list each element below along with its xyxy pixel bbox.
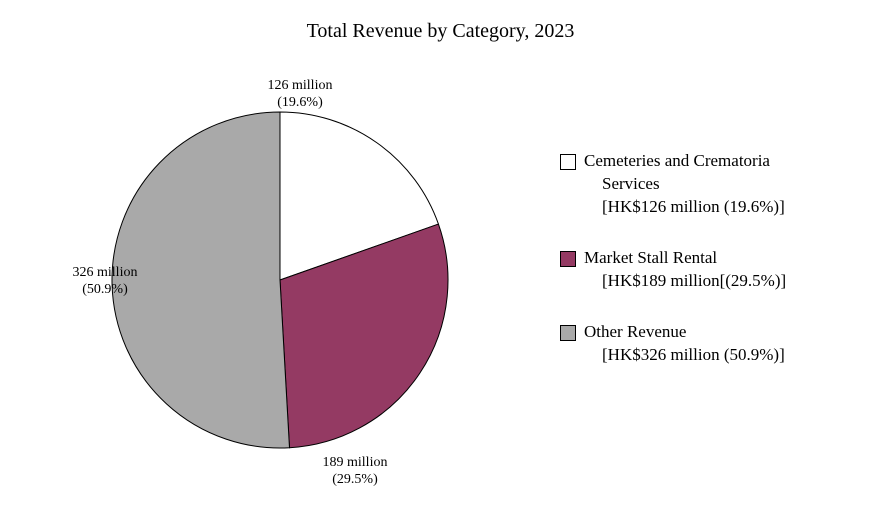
legend-swatch-other-revenue bbox=[560, 325, 576, 341]
slice-label-other-revenue: 326 million (50.9%) bbox=[60, 265, 150, 299]
legend-text-market-stall: Market Stall Rental [HK$189 million[(29.… bbox=[584, 247, 786, 293]
slice-label-cemeteries: 126 million (19.6%) bbox=[255, 78, 345, 112]
legend-item-cemeteries: Cemeteries and Crematoria Services [HK$1… bbox=[560, 150, 860, 219]
pie-chart bbox=[110, 110, 450, 450]
legend-item-other-revenue: Other Revenue [HK$326 million (50.9%)] bbox=[560, 321, 860, 367]
legend-swatch-cemeteries bbox=[560, 154, 576, 170]
slice-label-market-stall: 189 million (29.5%) bbox=[310, 455, 400, 489]
legend-text-other-revenue: Other Revenue [HK$326 million (50.9%)] bbox=[584, 321, 785, 367]
legend-item-market-stall: Market Stall Rental [HK$189 million[(29.… bbox=[560, 247, 860, 293]
chart-title: Total Revenue by Category, 2023 bbox=[0, 20, 881, 43]
legend-swatch-market-stall bbox=[560, 251, 576, 267]
legend: Cemeteries and Crematoria Services [HK$1… bbox=[560, 150, 860, 395]
legend-text-cemeteries: Cemeteries and Crematoria Services [HK$1… bbox=[584, 150, 785, 219]
